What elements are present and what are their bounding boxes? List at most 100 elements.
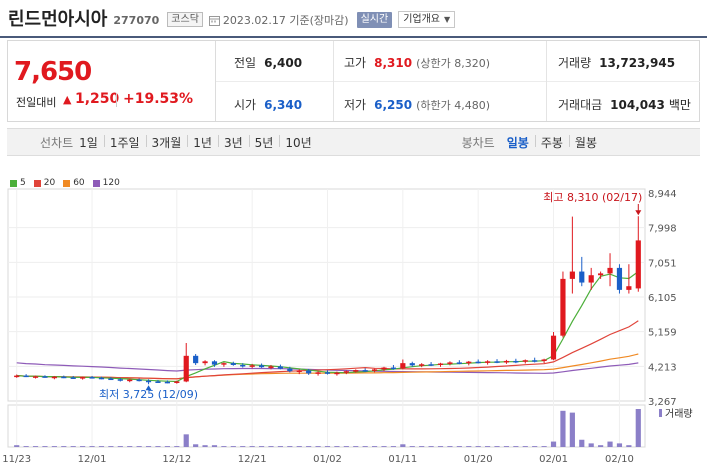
candle [437,362,444,367]
volume-bar [541,446,547,447]
candle [127,378,133,383]
volume-bar [155,446,161,447]
candle [353,369,359,373]
candle-body [381,367,387,370]
volume-bar [221,446,227,447]
corp-info-dropdown[interactable]: 기업개요 ▼ [398,11,456,28]
candle-period-item[interactable]: 월봉 [568,134,603,151]
candle [202,360,208,366]
candle-body [437,363,444,366]
candle [230,361,236,366]
volume-bar [174,446,180,447]
candle-body [579,271,585,283]
calendar-icon [208,15,220,26]
period-item[interactable]: 1년 [187,134,218,151]
candle [80,376,86,380]
candle-period-item[interactable]: 주봉 [534,134,569,151]
volume-bar [258,446,265,447]
candle [136,378,142,382]
volume-bar [315,446,321,447]
amount-cell: 거래대금 104,043 백만 [558,96,691,113]
candle [381,366,387,372]
high-annotation: 최고 8,310 (02/17) [543,191,642,204]
candle [513,358,519,364]
candle [258,363,265,368]
candle-body [428,364,434,366]
volume-bar [249,446,255,447]
candle [287,366,293,373]
candle-body [202,361,208,364]
candle-body [598,273,604,276]
candle-period-item[interactable]: 일봉 [506,135,529,150]
candle [277,364,284,370]
y-tick-label: 6,105 [648,293,677,304]
candle [42,375,48,378]
legend-swatch [10,179,17,187]
volume-legend-label: 거래량 [665,408,693,420]
volume-bar [447,446,453,447]
candle [485,360,491,365]
candle-body [503,360,510,363]
line-chart-periods: 선차트 1일 1주일 3개월 1년 3년 5년 10년 [7,134,318,151]
candle [560,271,566,338]
candle-body [51,376,57,379]
period-item[interactable]: 3년 [217,134,249,151]
y-tick-label: 5,159 [648,328,677,339]
volume-bar [136,446,142,447]
candle-body [258,365,265,368]
period-item[interactable]: 1일 [79,135,98,150]
candle [221,362,227,367]
ma60-line [16,353,639,380]
volume-bar [588,443,594,447]
candle-body [155,381,161,383]
candle-body [89,377,95,379]
volume-bar [183,434,189,447]
candle-body [485,361,491,363]
period-bar: 선차트 1일 1주일 3개월 1년 3년 5년 10년 봉차트 일봉 주봉 월봉 [7,128,700,156]
volume-bar [32,446,39,447]
candle [89,375,95,379]
realtime-button[interactable]: 실시간 [356,11,393,28]
candle [183,343,189,383]
candle [447,361,453,366]
market-badge: 코스닥 [167,12,203,27]
volume-legend-swatch [659,409,662,417]
candle-body [98,377,105,380]
upper-limit: (상한가 8,320) [416,57,490,70]
volume-bar [428,446,434,447]
candle [155,380,161,383]
candle-body [560,278,566,336]
volume-bar [494,446,500,447]
candle-body [400,363,406,369]
volume-bar [475,446,481,447]
candle [164,380,170,384]
volume-bar [607,441,613,447]
period-item[interactable]: 10년 [279,134,317,151]
period-item[interactable]: 5년 [248,134,280,151]
y-tick-label: 3,267 [648,397,677,408]
candle [70,375,76,379]
candle-body [287,368,293,372]
candle-body [532,360,538,362]
high-arrow-head [635,210,642,216]
stock-code: 277070 [113,13,160,27]
candle-body [221,363,227,365]
volume-bar [193,444,199,447]
candle-body [108,378,114,381]
candle-body [249,365,255,367]
period-item[interactable]: 3개월 [145,134,188,151]
volume-bar [626,445,632,447]
y-tick-label: 7,998 [648,224,677,235]
period-item[interactable]: 1주일 [103,134,146,151]
candle-body [277,366,284,369]
volume-bar [390,446,397,447]
low-annotation: 최저 3,725 (12/09) [99,388,198,401]
change-value: 1,250 [75,91,120,107]
candle [532,357,538,363]
candle-body [32,376,39,378]
amount-unit: 백만 [668,98,691,112]
y-tick-label: 8,944 [648,189,677,200]
volume-bar [550,441,557,447]
volume-bar [400,444,406,447]
low-value: 6,250 [374,98,413,112]
